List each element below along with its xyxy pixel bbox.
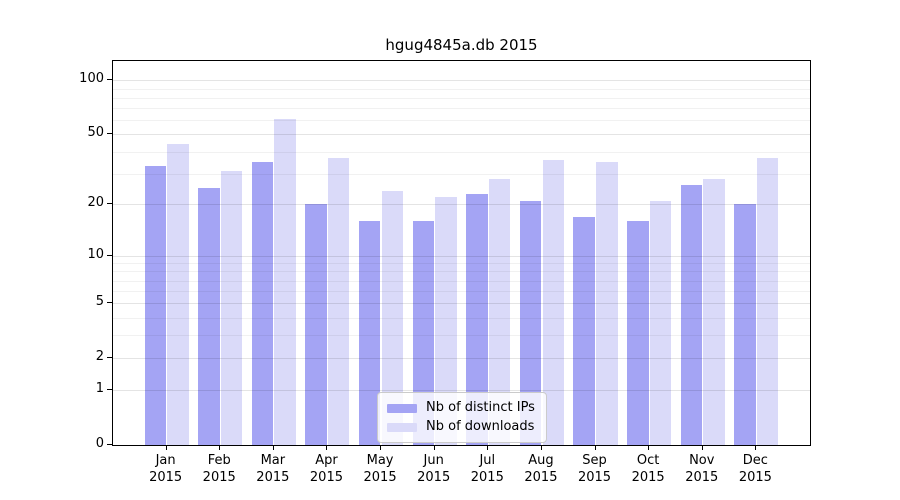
y-tick-label-50: 50 bbox=[87, 125, 104, 141]
y-tick-label-2: 2 bbox=[95, 349, 104, 365]
plot-area bbox=[112, 60, 811, 446]
bar-downloads-jun bbox=[435, 197, 457, 445]
bar-distinct-ips-oct bbox=[627, 221, 649, 445]
x-tick-label-jun: Jun 2015 bbox=[417, 453, 451, 485]
x-tick-sep bbox=[594, 446, 596, 450]
x-tick-label-nov: Nov 2015 bbox=[685, 453, 719, 485]
bar-downloads-jul bbox=[488, 178, 511, 445]
y-tick-2 bbox=[107, 357, 112, 359]
x-tick-jul bbox=[487, 446, 489, 450]
y-tick-label-1: 1 bbox=[95, 381, 104, 397]
gridline-y-80 bbox=[113, 97, 810, 99]
y-tick-0 bbox=[107, 444, 112, 445]
bar-distinct-ips-jun bbox=[412, 221, 435, 445]
x-tick-label-mar: Mar 2015 bbox=[256, 453, 290, 485]
x-tick-mar bbox=[272, 446, 274, 450]
gridline-y-40 bbox=[113, 151, 810, 153]
gridline-y-30 bbox=[113, 173, 810, 175]
bar-distinct-ips-nov bbox=[680, 184, 703, 445]
bar-downloads-mar bbox=[274, 118, 296, 445]
bar-downloads-feb bbox=[220, 171, 243, 445]
gridline-y-70 bbox=[113, 108, 810, 110]
bar-distinct-ips-dec bbox=[734, 204, 756, 445]
gridline-y-50 bbox=[113, 134, 810, 136]
y-tick-label-0: 0 bbox=[95, 436, 104, 451]
legend-item-downloads: Nb of downloads bbox=[387, 419, 537, 435]
y-tick-20 bbox=[107, 203, 112, 205]
gridline-y-60 bbox=[113, 120, 810, 122]
y-tick-label-100: 100 bbox=[79, 71, 104, 87]
gridline-y-2 bbox=[113, 358, 810, 360]
bar-downloads-jan bbox=[167, 144, 189, 445]
bar-distinct-ips-jul bbox=[466, 193, 488, 445]
bar-distinct-ips-sep bbox=[573, 216, 595, 445]
legend-item-distinct-ips: Nb of distinct IPs bbox=[387, 400, 537, 416]
x-tick-jan bbox=[165, 446, 167, 450]
x-tick-may bbox=[380, 446, 382, 450]
x-tick-label-jan: Jan 2015 bbox=[149, 453, 183, 485]
bar-distinct-ips-apr bbox=[305, 204, 327, 445]
gridline-y-90 bbox=[113, 88, 810, 90]
gridline-y-9 bbox=[113, 263, 810, 265]
bar-downloads-apr bbox=[328, 157, 350, 445]
x-tick-feb bbox=[219, 446, 221, 450]
gridline-y-20 bbox=[113, 204, 810, 206]
gridline-y-6 bbox=[113, 291, 810, 293]
y-tick-label-5: 5 bbox=[95, 294, 104, 310]
x-tick-label-oct: Oct 2015 bbox=[631, 453, 665, 485]
bar-distinct-ips-jan bbox=[144, 166, 166, 445]
bar-distinct-ips-mar bbox=[251, 161, 274, 445]
y-tick-5 bbox=[107, 302, 112, 304]
y-tick-100 bbox=[107, 79, 112, 81]
bar-downloads-oct bbox=[649, 200, 672, 445]
gridline-y-10 bbox=[113, 255, 810, 257]
y-tick-label-20: 20 bbox=[87, 195, 104, 211]
x-tick-label-aug: Aug 2015 bbox=[524, 453, 558, 485]
y-tick-50 bbox=[107, 133, 112, 135]
gridline-y-8 bbox=[113, 271, 810, 273]
bar-distinct-ips-may bbox=[359, 221, 381, 445]
legend-label-downloads: Nb of downloads bbox=[426, 419, 535, 434]
gridline-y-1 bbox=[113, 390, 810, 392]
x-tick-label-sep: Sep 2015 bbox=[577, 453, 612, 485]
gridline-y-3 bbox=[113, 335, 810, 337]
y-tick-10 bbox=[107, 254, 112, 256]
gridline-y-7 bbox=[113, 280, 810, 282]
x-tick-oct bbox=[648, 446, 650, 450]
x-tick-label-apr: Apr 2015 bbox=[309, 453, 343, 485]
bar-downloads-dec bbox=[756, 157, 779, 445]
bar-downloads-sep bbox=[596, 161, 618, 445]
x-tick-label-may: May 2015 bbox=[363, 453, 397, 485]
x-tick-jun bbox=[433, 446, 435, 450]
x-tick-label-feb: Feb 2015 bbox=[202, 453, 236, 485]
legend-label-distinct-ips: Nb of distinct IPs bbox=[426, 400, 535, 415]
y-tick-1 bbox=[107, 389, 112, 391]
chart-title: hgug4845a.db 2015 bbox=[385, 36, 538, 54]
x-tick-dec bbox=[755, 446, 757, 450]
x-tick-apr bbox=[326, 446, 328, 450]
gridline-y-100 bbox=[113, 80, 810, 82]
bar-distinct-ips-aug bbox=[519, 200, 542, 445]
bar-downloads-nov bbox=[703, 178, 725, 445]
gridline-y-4 bbox=[113, 317, 810, 319]
x-tick-label-dec: Dec 2015 bbox=[738, 453, 772, 485]
legend-swatch-distinct-ips bbox=[387, 403, 417, 413]
legend: Nb of distinct IPs Nb of downloads bbox=[377, 392, 547, 443]
y-tick-label-10: 10 bbox=[87, 246, 104, 262]
legend-swatch-downloads bbox=[387, 422, 417, 432]
x-tick-nov bbox=[701, 446, 703, 450]
gridline-y-5 bbox=[113, 303, 810, 305]
bar-distinct-ips-feb bbox=[198, 187, 220, 445]
x-tick-aug bbox=[540, 446, 542, 450]
bar-downloads-may bbox=[381, 190, 404, 445]
bar-downloads-aug bbox=[542, 159, 564, 445]
x-tick-label-jul: Jul 2015 bbox=[470, 453, 504, 485]
